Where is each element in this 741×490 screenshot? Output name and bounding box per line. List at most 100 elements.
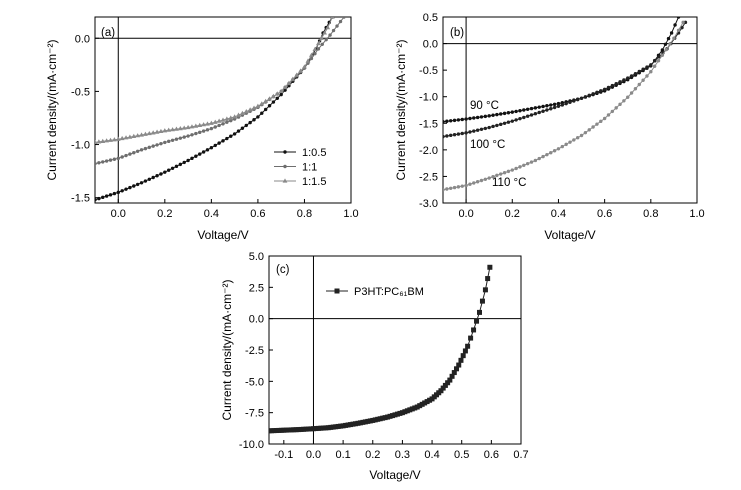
data-point [143, 179, 148, 183]
data-point [104, 159, 109, 163]
data-point [162, 128, 168, 133]
data-point [217, 123, 221, 128]
data-point [335, 24, 339, 28]
data-point [645, 74, 649, 78]
data-point [579, 96, 584, 101]
data-point [506, 120, 511, 124]
data-point [228, 115, 234, 120]
data-point [587, 93, 591, 97]
data-point [456, 118, 461, 122]
data-point [229, 118, 233, 123]
series-line [443, 22, 686, 138]
data-point [552, 105, 557, 110]
series-label: 90 °C [470, 100, 499, 112]
data-point [618, 80, 622, 84]
data-point [464, 183, 468, 188]
data-point [572, 99, 576, 103]
data-point [445, 380, 451, 386]
data-point [545, 104, 549, 108]
data-point [198, 152, 202, 156]
data-point [669, 31, 674, 35]
y-tick-label: -1.0 [419, 92, 438, 104]
data-point [606, 85, 611, 90]
data-point [132, 184, 136, 188]
data-point [331, 28, 336, 33]
data-point [529, 113, 534, 117]
data-point [101, 195, 105, 200]
y-tick-label: -10.0 [239, 439, 264, 451]
data-point [451, 370, 457, 376]
plot-frame [94, 16, 352, 204]
data-point [487, 114, 491, 118]
data-point [663, 42, 668, 46]
data-point [112, 157, 117, 161]
data-point [622, 99, 626, 103]
data-point [174, 126, 179, 131]
data-point [213, 143, 217, 148]
data-point [614, 106, 618, 110]
y-tick-label: -1.5 [419, 118, 438, 130]
data-point [208, 120, 214, 125]
data-point [468, 335, 474, 341]
data-point [244, 123, 248, 128]
data-point [522, 108, 526, 112]
data-point [657, 55, 661, 59]
data-point [445, 119, 449, 123]
data-point [575, 136, 580, 140]
data-point [602, 87, 607, 91]
data-point [177, 126, 183, 131]
data-point [610, 109, 615, 114]
y-tick-label: -2.0 [419, 145, 438, 157]
data-point [252, 118, 256, 122]
data-point [96, 139, 102, 144]
data-point [522, 163, 526, 167]
data-point [216, 118, 222, 123]
data-point [629, 74, 634, 78]
data-point [205, 128, 210, 132]
series-line [95, 17, 333, 201]
data-point [131, 133, 137, 138]
data-point [502, 171, 507, 175]
data-point [186, 158, 190, 163]
y-tick-label: -0.5 [419, 65, 438, 77]
data-point [510, 110, 514, 114]
data-point [186, 134, 190, 138]
data-point [158, 128, 164, 134]
data-point [185, 124, 191, 130]
y-axis-label: Current density/(mA·cm⁻²) [394, 39, 408, 180]
data-point [263, 98, 269, 103]
data-point [338, 19, 343, 24]
data-point [316, 47, 321, 51]
y-tick-label: 0.5 [423, 12, 438, 24]
data-point [622, 78, 626, 82]
data-point [101, 160, 105, 164]
data-point [438, 388, 444, 394]
data-point [119, 135, 125, 141]
data-point [220, 117, 226, 122]
data-point [449, 373, 455, 379]
data-point [128, 152, 132, 156]
data-point [499, 172, 503, 176]
legend-marker [282, 178, 288, 183]
data-point [221, 139, 225, 143]
data-point [95, 198, 97, 202]
data-point [120, 155, 124, 159]
data-point [322, 30, 328, 35]
data-point [182, 160, 186, 165]
data-point [549, 103, 553, 107]
data-point [479, 298, 485, 304]
data-point [499, 122, 503, 127]
data-point [443, 134, 445, 139]
y-tick-label: -0.5 [71, 86, 90, 98]
x-axis-label: Voltage/V [544, 228, 595, 242]
data-point [123, 135, 129, 140]
data-point [445, 134, 449, 138]
data-point [115, 136, 121, 141]
data-point [552, 149, 557, 153]
data-point [462, 348, 468, 354]
data-point [170, 127, 175, 132]
data-point [529, 106, 534, 111]
data-point [626, 76, 630, 80]
data-point [159, 141, 163, 146]
data-point [120, 189, 124, 193]
